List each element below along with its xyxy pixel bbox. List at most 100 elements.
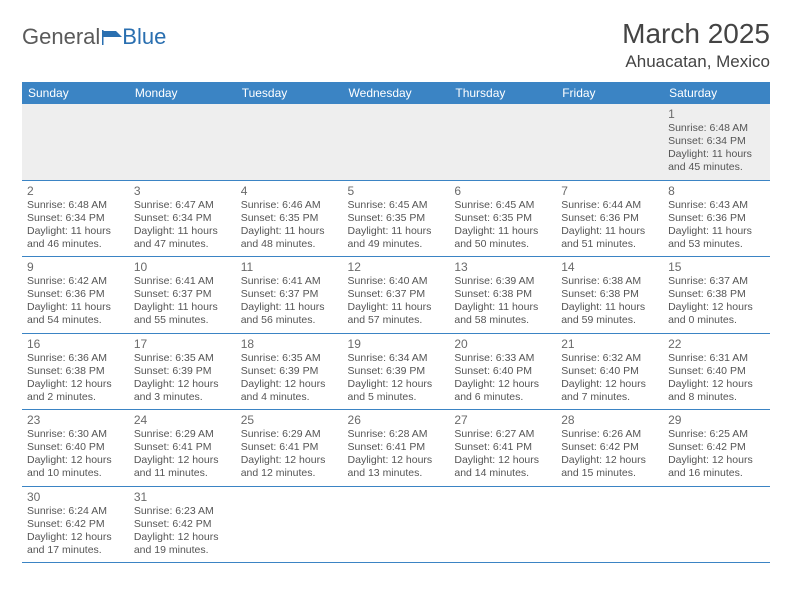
day-number: 29 bbox=[668, 413, 765, 427]
daylight-line: and 15 minutes. bbox=[561, 467, 658, 480]
day-number: 15 bbox=[668, 260, 765, 274]
sunset-line: Sunset: 6:35 PM bbox=[241, 212, 338, 225]
daylight-line: Daylight: 12 hours bbox=[348, 454, 445, 467]
calendar-day-cell bbox=[236, 104, 343, 180]
daylight-line: Daylight: 12 hours bbox=[241, 378, 338, 391]
calendar-day-cell: 28Sunrise: 6:26 AMSunset: 6:42 PMDayligh… bbox=[556, 410, 663, 487]
calendar-day-cell bbox=[22, 104, 129, 180]
calendar-day-cell: 1Sunrise: 6:48 AMSunset: 6:34 PMDaylight… bbox=[663, 104, 770, 180]
sunrise-line: Sunrise: 6:47 AM bbox=[134, 199, 231, 212]
calendar-day-cell: 12Sunrise: 6:40 AMSunset: 6:37 PMDayligh… bbox=[343, 257, 450, 334]
daylight-line: Daylight: 11 hours bbox=[454, 301, 551, 314]
sunrise-line: Sunrise: 6:39 AM bbox=[454, 275, 551, 288]
weekday-header: Sunday bbox=[22, 82, 129, 104]
weekday-header: Monday bbox=[129, 82, 236, 104]
day-number: 24 bbox=[134, 413, 231, 427]
calendar-week-row: 1Sunrise: 6:48 AMSunset: 6:34 PMDaylight… bbox=[22, 104, 770, 180]
calendar-day-cell bbox=[343, 104, 450, 180]
sunrise-line: Sunrise: 6:30 AM bbox=[27, 428, 124, 441]
sunrise-line: Sunrise: 6:34 AM bbox=[348, 352, 445, 365]
sunset-line: Sunset: 6:36 PM bbox=[668, 212, 765, 225]
sunset-line: Sunset: 6:38 PM bbox=[561, 288, 658, 301]
calendar-day-cell: 23Sunrise: 6:30 AMSunset: 6:40 PMDayligh… bbox=[22, 410, 129, 487]
daylight-line: Daylight: 11 hours bbox=[348, 301, 445, 314]
day-number: 2 bbox=[27, 184, 124, 198]
day-number: 30 bbox=[27, 490, 124, 504]
daylight-line: and 0 minutes. bbox=[668, 314, 765, 327]
daylight-line: and 51 minutes. bbox=[561, 238, 658, 251]
day-number: 4 bbox=[241, 184, 338, 198]
calendar-day-cell: 25Sunrise: 6:29 AMSunset: 6:41 PMDayligh… bbox=[236, 410, 343, 487]
location: Ahuacatan, Mexico bbox=[622, 52, 770, 72]
calendar-day-cell: 31Sunrise: 6:23 AMSunset: 6:42 PMDayligh… bbox=[129, 486, 236, 563]
day-number: 23 bbox=[27, 413, 124, 427]
daylight-line: and 5 minutes. bbox=[348, 391, 445, 404]
daylight-line: and 55 minutes. bbox=[134, 314, 231, 327]
sunset-line: Sunset: 6:39 PM bbox=[241, 365, 338, 378]
daylight-line: and 54 minutes. bbox=[27, 314, 124, 327]
calendar-day-cell: 10Sunrise: 6:41 AMSunset: 6:37 PMDayligh… bbox=[129, 257, 236, 334]
calendar-week-row: 16Sunrise: 6:36 AMSunset: 6:38 PMDayligh… bbox=[22, 333, 770, 410]
day-number: 6 bbox=[454, 184, 551, 198]
sunrise-line: Sunrise: 6:27 AM bbox=[454, 428, 551, 441]
sunset-line: Sunset: 6:42 PM bbox=[668, 441, 765, 454]
sunset-line: Sunset: 6:36 PM bbox=[27, 288, 124, 301]
calendar-day-cell: 24Sunrise: 6:29 AMSunset: 6:41 PMDayligh… bbox=[129, 410, 236, 487]
daylight-line: Daylight: 12 hours bbox=[668, 301, 765, 314]
calendar-day-cell: 3Sunrise: 6:47 AMSunset: 6:34 PMDaylight… bbox=[129, 180, 236, 257]
calendar-day-cell: 29Sunrise: 6:25 AMSunset: 6:42 PMDayligh… bbox=[663, 410, 770, 487]
sunrise-line: Sunrise: 6:28 AM bbox=[348, 428, 445, 441]
daylight-line: Daylight: 12 hours bbox=[241, 454, 338, 467]
sunset-line: Sunset: 6:40 PM bbox=[561, 365, 658, 378]
calendar-day-cell: 8Sunrise: 6:43 AMSunset: 6:36 PMDaylight… bbox=[663, 180, 770, 257]
calendar-day-cell bbox=[556, 104, 663, 180]
sunset-line: Sunset: 6:36 PM bbox=[561, 212, 658, 225]
sunset-line: Sunset: 6:42 PM bbox=[134, 518, 231, 531]
daylight-line: and 50 minutes. bbox=[454, 238, 551, 251]
daylight-line: and 53 minutes. bbox=[668, 238, 765, 251]
calendar-week-row: 2Sunrise: 6:48 AMSunset: 6:34 PMDaylight… bbox=[22, 180, 770, 257]
sunset-line: Sunset: 6:34 PM bbox=[27, 212, 124, 225]
calendar-day-cell: 21Sunrise: 6:32 AMSunset: 6:40 PMDayligh… bbox=[556, 333, 663, 410]
daylight-line: Daylight: 11 hours bbox=[348, 225, 445, 238]
daylight-line: and 45 minutes. bbox=[668, 161, 765, 174]
daylight-line: and 57 minutes. bbox=[348, 314, 445, 327]
calendar-day-cell bbox=[556, 486, 663, 563]
day-number: 9 bbox=[27, 260, 124, 274]
daylight-line: Daylight: 11 hours bbox=[668, 225, 765, 238]
daylight-line: Daylight: 11 hours bbox=[27, 225, 124, 238]
day-number: 20 bbox=[454, 337, 551, 351]
sunset-line: Sunset: 6:37 PM bbox=[348, 288, 445, 301]
sunrise-line: Sunrise: 6:45 AM bbox=[454, 199, 551, 212]
day-number: 13 bbox=[454, 260, 551, 274]
daylight-line: and 7 minutes. bbox=[561, 391, 658, 404]
day-number: 26 bbox=[348, 413, 445, 427]
daylight-line: and 8 minutes. bbox=[668, 391, 765, 404]
calendar-day-cell bbox=[449, 104, 556, 180]
calendar-day-cell: 4Sunrise: 6:46 AMSunset: 6:35 PMDaylight… bbox=[236, 180, 343, 257]
daylight-line: and 47 minutes. bbox=[134, 238, 231, 251]
day-number: 14 bbox=[561, 260, 658, 274]
sunset-line: Sunset: 6:34 PM bbox=[134, 212, 231, 225]
calendar-day-cell: 2Sunrise: 6:48 AMSunset: 6:34 PMDaylight… bbox=[22, 180, 129, 257]
sunset-line: Sunset: 6:42 PM bbox=[27, 518, 124, 531]
day-number: 12 bbox=[348, 260, 445, 274]
sunrise-line: Sunrise: 6:41 AM bbox=[241, 275, 338, 288]
sunset-line: Sunset: 6:40 PM bbox=[454, 365, 551, 378]
header: General Blue March 2025 Ahuacatan, Mexic… bbox=[22, 18, 770, 72]
daylight-line: Daylight: 12 hours bbox=[134, 378, 231, 391]
sunrise-line: Sunrise: 6:26 AM bbox=[561, 428, 658, 441]
logo: General Blue bbox=[22, 24, 166, 50]
daylight-line: Daylight: 11 hours bbox=[668, 148, 765, 161]
flag-icon bbox=[102, 28, 124, 46]
sunrise-line: Sunrise: 6:32 AM bbox=[561, 352, 658, 365]
day-number: 22 bbox=[668, 337, 765, 351]
sunrise-line: Sunrise: 6:23 AM bbox=[134, 505, 231, 518]
daylight-line: Daylight: 11 hours bbox=[241, 301, 338, 314]
logo-text-general: General bbox=[22, 24, 100, 50]
calendar-day-cell: 11Sunrise: 6:41 AMSunset: 6:37 PMDayligh… bbox=[236, 257, 343, 334]
daylight-line: and 19 minutes. bbox=[134, 544, 231, 557]
daylight-line: and 16 minutes. bbox=[668, 467, 765, 480]
daylight-line: and 3 minutes. bbox=[134, 391, 231, 404]
sunrise-line: Sunrise: 6:35 AM bbox=[134, 352, 231, 365]
